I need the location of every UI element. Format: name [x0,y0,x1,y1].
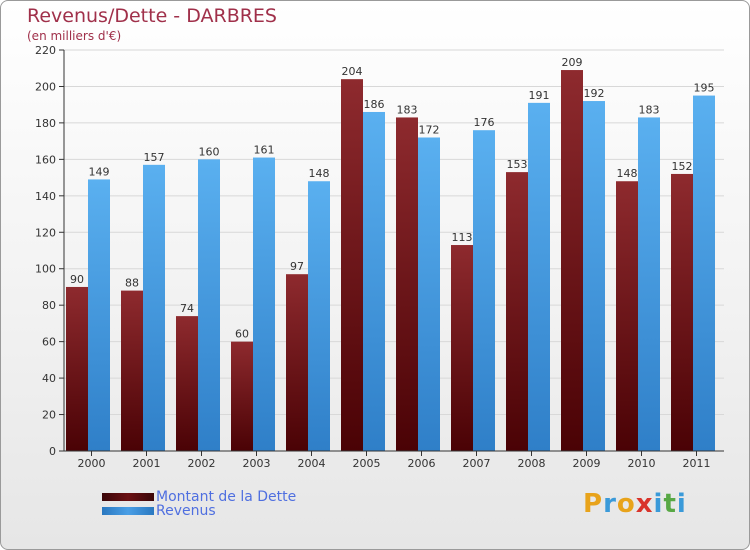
bar-revenus [583,101,605,451]
legend-label-dette: Montant de la Dette [156,489,297,505]
bar-revenus [528,102,550,451]
bar-dette [121,290,143,451]
data-label-revenus: 160 [199,145,220,158]
bar-revenus [143,164,165,451]
x-tick-label: 2000 [78,457,106,470]
x-tick-label: 2009 [573,457,601,470]
data-label-revenus: 161 [254,144,275,157]
data-label-dette: 97 [290,260,304,273]
x-tick-label: 2006 [408,457,436,470]
proxiti-logo: Proxiti [583,489,687,519]
bar-revenus [88,179,110,451]
data-label-revenus: 186 [364,98,385,111]
data-label-revenus: 157 [144,151,165,164]
bar-revenus [363,111,385,452]
chart-title: Revenus/Dette - DARBRES [27,5,277,27]
y-tick-label: 140 [35,190,56,203]
bar-dette [561,70,583,452]
bar-dette [231,341,253,451]
data-label-dette: 74 [180,302,194,315]
bar-revenus [253,157,275,452]
x-tick-label: 2004 [298,457,326,470]
x-tick-label: 2003 [243,457,271,470]
bar-revenus [418,137,440,451]
y-tick-label: 40 [42,372,56,385]
data-label-revenus: 148 [309,167,330,180]
bar-dette [451,245,473,451]
y-tick-label: 0 [49,445,56,458]
bar-dette [396,117,418,451]
x-tick-label: 2007 [463,457,491,470]
chart-subtitle: (en milliers d'€) [27,29,122,43]
legend-item-dette: Montant de la Dette [102,489,296,505]
x-tick-label: 2010 [628,457,656,470]
bar-dette [506,172,528,451]
bar-revenus [693,95,715,452]
data-label-dette: 153 [507,158,528,171]
x-tick-label: 2005 [353,457,381,470]
y-tick-label: 180 [35,117,56,130]
y-tick-label: 80 [42,299,56,312]
data-label-revenus: 183 [639,103,660,116]
data-label-dette: 60 [235,328,249,341]
data-label-dette: 204 [342,65,363,78]
bar-dette [616,181,638,451]
data-label-dette: 148 [617,167,638,180]
y-tick-label: 200 [35,80,56,93]
bar-dette [341,79,363,451]
bar-revenus [308,181,330,451]
data-label-revenus: 195 [694,82,715,95]
data-label-revenus: 172 [419,123,440,136]
data-label-revenus: 176 [474,116,495,129]
legend-label-revenus: Revenus [156,503,216,519]
legend-swatch-revenus [102,507,154,515]
bar-dette [176,316,198,451]
data-label-dette: 183 [397,103,418,116]
y-tick-label: 160 [35,153,56,166]
bar-revenus [638,117,660,451]
x-tick-label: 2008 [518,457,546,470]
data-label-dette: 113 [452,231,473,244]
data-label-dette: 90 [70,273,84,286]
y-tick-label: 120 [35,226,56,239]
data-label-revenus: 192 [584,87,605,100]
legend-item-revenus: Revenus [102,503,216,519]
data-label-revenus: 191 [529,89,550,102]
data-label-dette: 88 [125,277,139,290]
bar-dette [286,274,308,451]
data-label-revenus: 149 [89,165,110,178]
x-tick-label: 2011 [683,457,711,470]
data-label-dette: 152 [672,160,693,173]
data-label-dette: 209 [562,56,583,69]
bar-revenus [473,130,495,451]
x-tick-label: 2001 [133,457,161,470]
legend-swatch-dette [102,493,154,501]
y-tick-label: 60 [42,336,56,349]
x-tick-label: 2002 [188,457,216,470]
bar-dette [671,173,693,452]
y-tick-label: 220 [35,44,56,57]
y-tick-label: 100 [35,263,56,276]
y-tick-label: 20 [42,409,56,422]
bar-revenus [198,159,220,451]
bar-dette [66,286,88,451]
